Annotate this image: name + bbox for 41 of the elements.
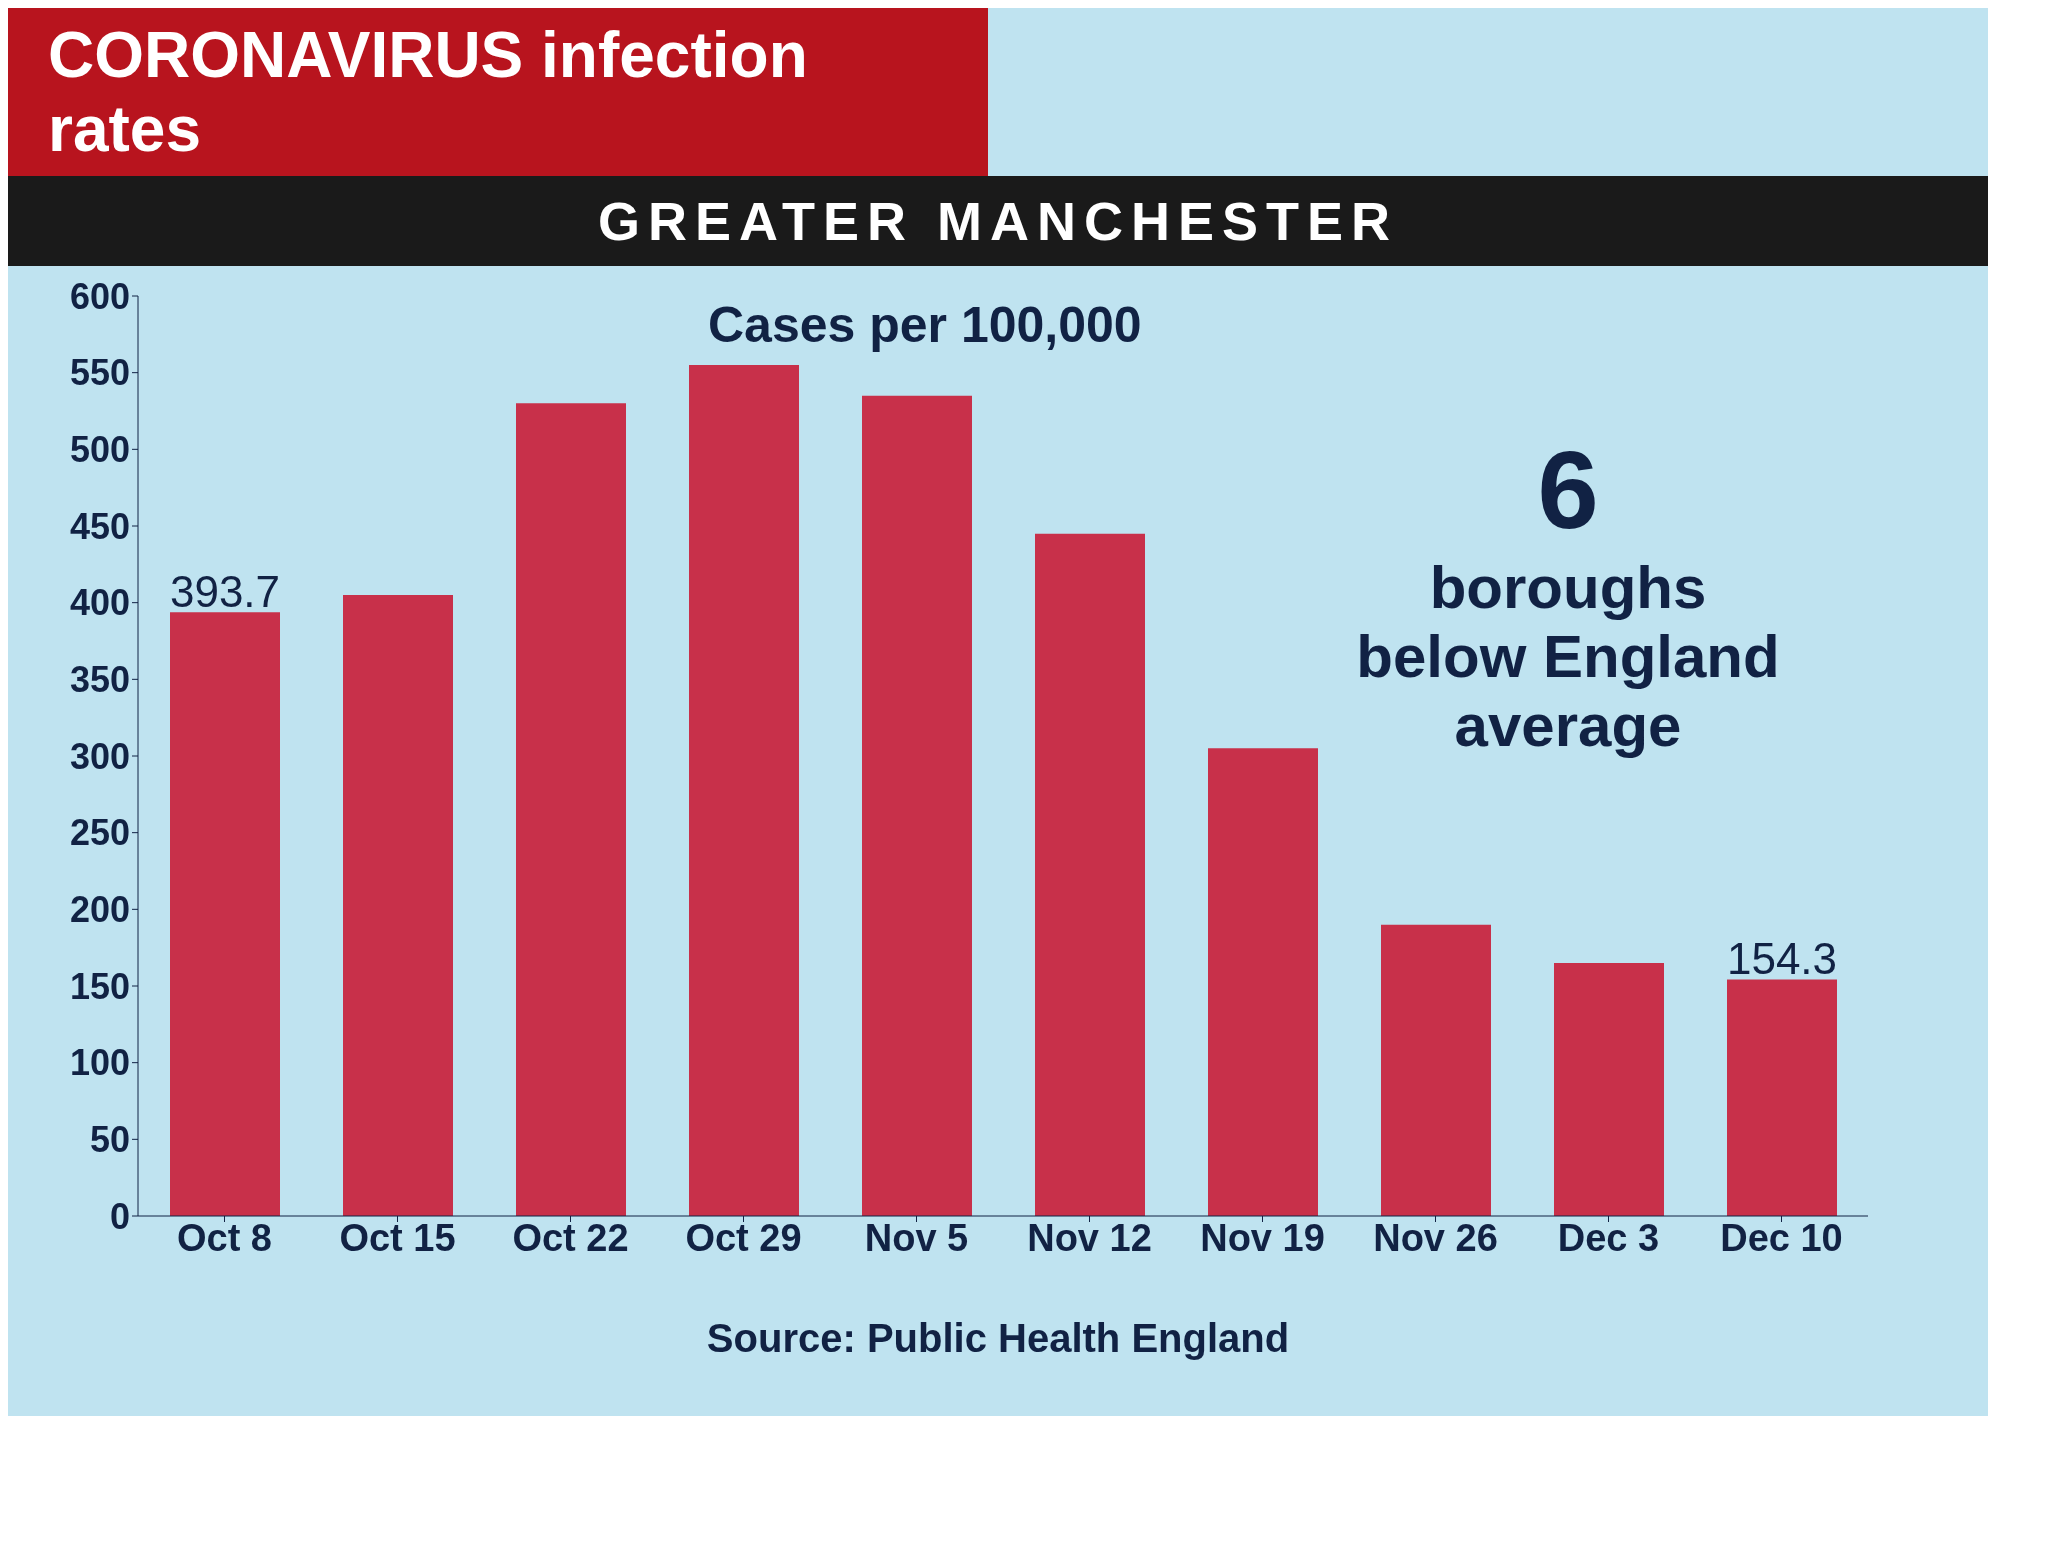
y-tick-label: 100: [69, 1042, 130, 1084]
source-note: Source: Public Health England: [705, 1316, 1291, 1361]
y-tick-label: 450: [69, 505, 130, 547]
chart-title: CORONAVIRUS infection rates: [8, 8, 988, 176]
y-tick-label: 250: [69, 812, 130, 854]
y-tick-label: 400: [69, 582, 130, 624]
y-tick-label: 500: [69, 429, 130, 471]
bar: [1554, 963, 1664, 1216]
x-tick-label: Dec 3: [1557, 1216, 1660, 1259]
annotation: 6: [1536, 427, 1600, 553]
bar: [862, 395, 972, 1216]
x-tick-label: Nov 5: [864, 1216, 969, 1259]
annotation: Cases per 100,000: [708, 296, 1142, 354]
y-tick-label: 200: [69, 889, 130, 931]
x-tick-label: Oct 29: [685, 1216, 802, 1259]
y-tick-label: 50: [89, 1119, 130, 1161]
y-tick-label: 0: [109, 1195, 130, 1237]
x-tick-label: Dec 10: [1720, 1216, 1843, 1259]
y-tick-label: 300: [69, 735, 130, 777]
x-tick-label: Nov 19: [1200, 1216, 1325, 1259]
bar: [1381, 924, 1491, 1216]
x-tick-label: Nov 12: [1027, 1216, 1152, 1259]
bar: [343, 595, 453, 1216]
data-label: 154.3: [1726, 934, 1838, 984]
bar: [170, 612, 280, 1216]
y-tick-label: 550: [69, 352, 130, 394]
bar: [1035, 533, 1145, 1216]
x-tick-label: Oct 15: [339, 1216, 456, 1259]
bar: [1208, 748, 1318, 1216]
bar: [1727, 979, 1837, 1216]
chart-subtitle: GREATER MANCHESTER: [8, 176, 1988, 266]
bar: [689, 365, 799, 1216]
y-tick-label: 600: [69, 275, 130, 317]
annotation: boroughs below England average: [1355, 553, 1781, 760]
x-tick-label: Oct 22: [512, 1216, 629, 1259]
x-tick-label: Nov 26: [1373, 1216, 1498, 1259]
y-tick-label: 350: [69, 659, 130, 701]
x-tick-label: Oct 8: [176, 1216, 273, 1259]
y-tick-label: 150: [69, 965, 130, 1007]
bar: [516, 403, 626, 1216]
data-label: 393.7: [169, 567, 281, 617]
